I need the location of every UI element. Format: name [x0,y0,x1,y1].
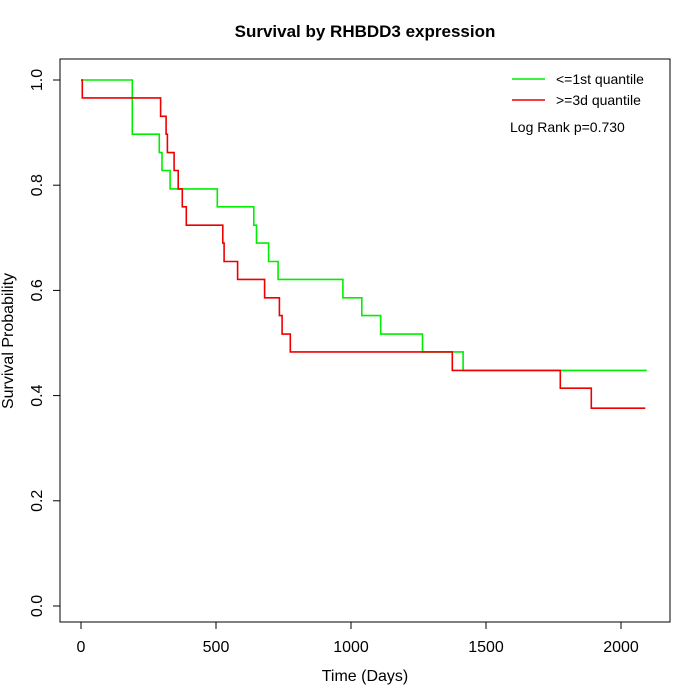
y-tick-label: 0.4 [29,384,46,406]
x-axis: 0 500 1000 1500 2000 [77,621,639,656]
y-tick-label: 1.0 [29,69,46,91]
survival-curve-high [81,79,646,410]
plot-frame [59,58,671,623]
y-axis: 0.0 0.2 0.4 0.6 0.8 1.0 [29,69,61,617]
y-tick-label: 0.6 [29,279,46,301]
x-tick-label: 0 [77,639,86,656]
y-axis-label: Survival Probability [0,273,17,409]
chart-title: Survival by RHBDD3 expression [235,22,496,41]
log-rank-annotation: Log Rank p=0.730 [510,119,625,135]
x-tick-label: 1000 [333,639,369,656]
survival-curve-low [81,79,647,372]
y-tick-label: 0.2 [29,490,46,512]
x-tick-label: 500 [203,639,230,656]
legend: <=1st quantile >=3d quantile [512,71,644,108]
x-tick-label: 1500 [468,639,504,656]
y-tick-label: 0.0 [29,595,46,617]
y-tick-label: 0.8 [29,174,46,196]
x-tick-label: 2000 [603,639,639,656]
legend-label-high: >=3d quantile [556,92,641,108]
series-layer [81,79,647,410]
x-axis-label: Time (Days) [322,668,409,685]
legend-label-low: <=1st quantile [556,71,644,87]
